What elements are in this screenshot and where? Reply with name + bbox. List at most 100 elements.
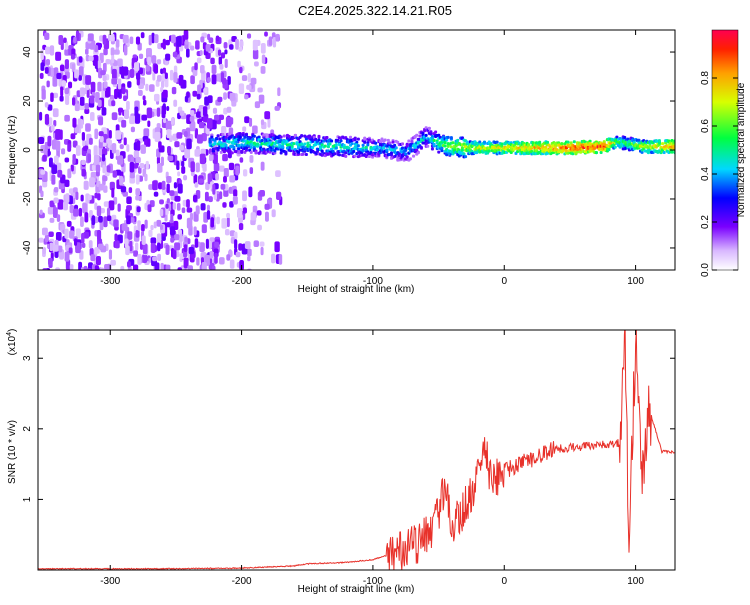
top-x-axis: -300 -200 -100 0 100	[100, 30, 644, 287]
heatmap-cell	[249, 167, 254, 175]
heatmap-cell	[282, 134, 286, 138]
heatmap-cell	[429, 132, 433, 136]
heatmap-cell	[47, 135, 52, 147]
x-tick-label: -100	[363, 576, 383, 587]
heatmap-cell	[637, 138, 641, 142]
heatmap-cell	[350, 142, 354, 146]
heatmap-cell	[232, 195, 238, 205]
heatmap-cell	[470, 149, 474, 153]
heatmap-cell	[172, 51, 178, 58]
heatmap-cell	[69, 230, 75, 239]
heatmap-cell	[579, 150, 583, 154]
heatmap-cell	[229, 175, 236, 183]
heatmap-cell	[73, 208, 79, 217]
heatmap-cell	[333, 152, 337, 156]
heatmap-cell	[252, 49, 259, 60]
heatmap-cell	[242, 190, 247, 202]
heatmap-cell	[187, 265, 193, 270]
heatmap-cell	[72, 153, 76, 164]
heatmap-cell	[247, 255, 251, 262]
heatmap-cell	[223, 92, 227, 100]
heatmap-cell	[237, 60, 241, 68]
heatmap-cell	[363, 140, 367, 144]
heatmap-cell	[375, 145, 379, 149]
heatmap-cell	[51, 139, 57, 150]
colorbar-tick-label: 0.8	[700, 71, 711, 85]
heatmap-cell	[56, 72, 62, 80]
heatmap-cell	[205, 238, 209, 249]
heatmap-cell	[114, 233, 118, 242]
heatmap-cell	[94, 128, 99, 140]
heatmap-cell	[328, 142, 332, 146]
heatmap-cell	[65, 259, 71, 270]
heatmap-cell	[284, 151, 288, 155]
heatmap-cell	[114, 240, 120, 249]
heatmap-cell	[366, 143, 370, 147]
heatmap-cell	[125, 245, 130, 256]
heatmap-cell	[94, 265, 99, 270]
heatmap-cell	[278, 254, 283, 265]
heatmap-cell	[241, 75, 248, 81]
heatmap-cell	[330, 139, 334, 143]
heatmap-cell	[69, 264, 74, 270]
heatmap-cell	[227, 149, 232, 159]
heatmap-cell	[91, 215, 96, 226]
heatmap-cell	[211, 64, 217, 75]
heatmap-cell	[64, 251, 70, 262]
heatmap-cell	[160, 68, 164, 75]
heatmap-cell	[102, 75, 107, 82]
heatmap-cell	[204, 191, 209, 202]
heatmap-cell	[274, 105, 280, 111]
heatmap-cell	[111, 187, 115, 198]
heatmap-cell	[237, 138, 241, 142]
heatmap-cell	[238, 83, 245, 94]
heatmap-cell	[317, 138, 321, 142]
heatmap-cell	[571, 152, 575, 156]
heatmap-cell	[268, 36, 273, 46]
heatmap-cell	[64, 88, 70, 95]
heatmap-cell	[293, 134, 297, 138]
heatmap-cell	[53, 155, 59, 164]
heatmap-cell	[106, 138, 111, 144]
heatmap-cell	[300, 134, 304, 138]
heatmap-cell	[216, 193, 220, 202]
heatmap-cell	[72, 140, 78, 148]
heatmap-cell	[367, 155, 371, 159]
heatmap-cell	[215, 35, 220, 42]
heatmap-cell	[109, 33, 115, 42]
heatmap-cell	[208, 240, 212, 250]
heatmap-cell	[337, 153, 341, 157]
heatmap-cell	[138, 53, 144, 60]
heatmap-cell	[276, 191, 282, 200]
heatmap-cell	[211, 74, 217, 85]
heatmap-cell	[240, 149, 244, 153]
heatmap-cell	[259, 241, 265, 247]
heatmap-cell	[206, 204, 210, 211]
heatmap-cell	[99, 267, 105, 270]
heatmap-cell	[120, 186, 127, 193]
heatmap-cell	[218, 137, 222, 141]
bottom-x-axis-label: Height of straight line (km)	[298, 584, 415, 595]
heatmap-cell	[102, 175, 108, 182]
heatmap-cell	[326, 145, 330, 149]
heatmap-cell	[262, 133, 266, 137]
heatmap-cell	[199, 153, 206, 165]
heatmap-cell	[64, 114, 70, 122]
heatmap-cell	[83, 180, 89, 190]
heatmap-cell	[192, 69, 198, 77]
heatmap-cell	[127, 81, 132, 88]
heatmap-cell	[78, 66, 84, 77]
heatmap-cell	[139, 163, 145, 169]
heatmap-cell	[79, 96, 85, 106]
heatmap-cell	[98, 116, 104, 126]
heatmap-cell	[117, 58, 123, 67]
heatmap-cell	[344, 154, 348, 158]
heatmap-cell	[239, 40, 244, 47]
heatmap-cell	[87, 153, 92, 163]
heatmap-cell	[157, 182, 163, 190]
heatmap-cell	[40, 169, 46, 175]
heatmap-cell	[170, 117, 175, 126]
heatmap-cell	[41, 227, 48, 236]
heatmap-cell	[363, 137, 367, 141]
heatmap-cell	[108, 130, 112, 139]
